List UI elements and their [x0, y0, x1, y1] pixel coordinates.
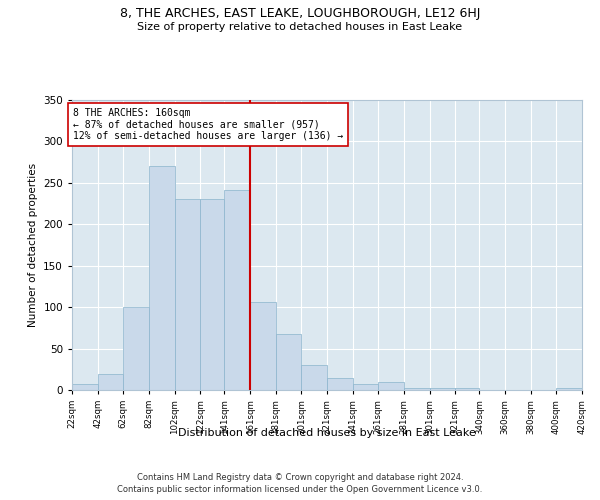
Text: Contains HM Land Registry data © Crown copyright and database right 2024.: Contains HM Land Registry data © Crown c… — [137, 472, 463, 482]
Text: 8, THE ARCHES, EAST LEAKE, LOUGHBOROUGH, LE12 6HJ: 8, THE ARCHES, EAST LEAKE, LOUGHBOROUGH,… — [120, 8, 480, 20]
Bar — [149, 166, 175, 390]
Bar — [72, 384, 98, 390]
Y-axis label: Number of detached properties: Number of detached properties — [28, 163, 38, 327]
Text: Distribution of detached houses by size in East Leake: Distribution of detached houses by size … — [178, 428, 476, 438]
Bar — [301, 365, 327, 390]
Bar — [200, 198, 224, 390]
Bar — [378, 382, 404, 390]
Bar — [327, 378, 353, 390]
Bar — [123, 307, 149, 390]
Bar — [175, 198, 200, 390]
Text: Size of property relative to detached houses in East Leake: Size of property relative to detached ho… — [137, 22, 463, 32]
Bar — [250, 302, 276, 390]
Bar — [224, 190, 250, 390]
Bar — [556, 388, 582, 390]
Text: 8 THE ARCHES: 160sqm
← 87% of detached houses are smaller (957)
12% of semi-deta: 8 THE ARCHES: 160sqm ← 87% of detached h… — [73, 108, 344, 142]
Bar — [404, 388, 430, 390]
Bar — [455, 388, 479, 390]
Text: Contains public sector information licensed under the Open Government Licence v3: Contains public sector information licen… — [118, 485, 482, 494]
Bar — [98, 374, 123, 390]
Bar — [276, 334, 301, 390]
Bar — [430, 388, 455, 390]
Bar — [353, 384, 378, 390]
